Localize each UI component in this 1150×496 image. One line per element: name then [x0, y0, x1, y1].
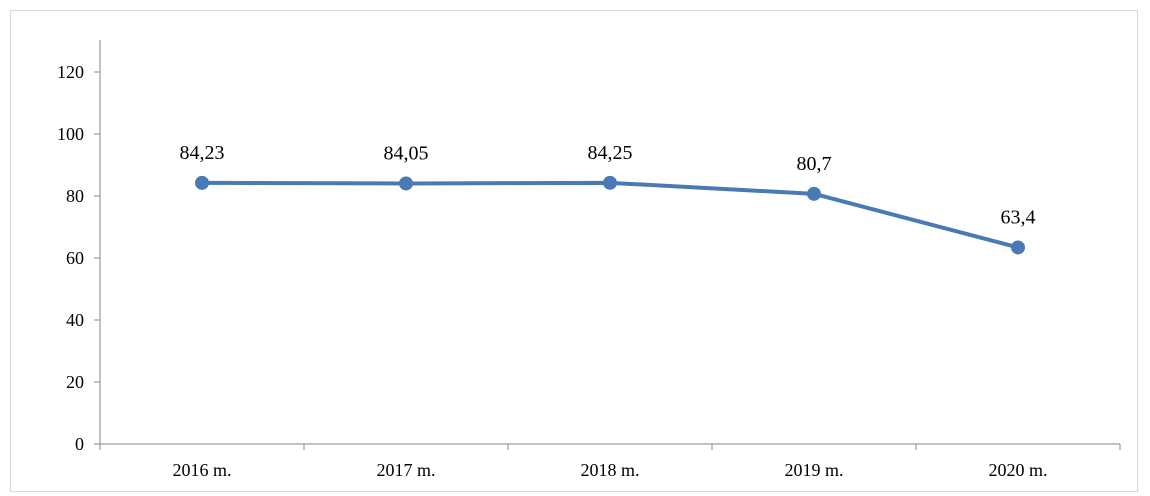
y-tick-label: 100 — [57, 124, 84, 144]
y-tick-label: 0 — [75, 434, 84, 454]
chart-frame — [10, 10, 1138, 492]
data-point-marker — [807, 186, 821, 201]
y-tick-label: 80 — [66, 186, 84, 206]
data-label: 84,05 — [384, 142, 429, 164]
series-line — [200, 180, 1020, 250]
x-tick-label: 2020 m. — [988, 460, 1047, 480]
data-label: 84,23 — [180, 142, 225, 164]
y-tick-label: 40 — [66, 310, 84, 330]
x-tick-label: 2017 m. — [376, 460, 435, 480]
y-axis-ticks: 0 20 40 60 80 100 120 — [57, 62, 100, 454]
data-label: 63,4 — [1001, 206, 1036, 228]
data-label: 84,25 — [588, 142, 633, 164]
data-point-marker — [399, 176, 413, 191]
series-group — [195, 175, 1025, 255]
y-tick-label: 20 — [66, 372, 84, 392]
data-label: 80,7 — [797, 153, 832, 175]
data-point-marker — [195, 175, 209, 190]
data-point-marker — [1011, 240, 1025, 255]
x-tick-label: 2016 m. — [172, 460, 231, 480]
data-labels: 84,23 84,05 84,25 80,7 63,4 — [180, 142, 1036, 229]
y-tick-label: 60 — [66, 248, 84, 268]
data-point-marker — [603, 175, 617, 190]
axes — [94, 40, 1120, 450]
y-tick-label: 120 — [57, 62, 84, 82]
x-tick-label: 2018 m. — [580, 460, 639, 480]
x-axis-ticks: 2016 m. 2017 m. 2018 m. 2019 m. 2020 m. — [99, 444, 1121, 480]
x-tick-label: 2019 m. — [784, 460, 843, 480]
